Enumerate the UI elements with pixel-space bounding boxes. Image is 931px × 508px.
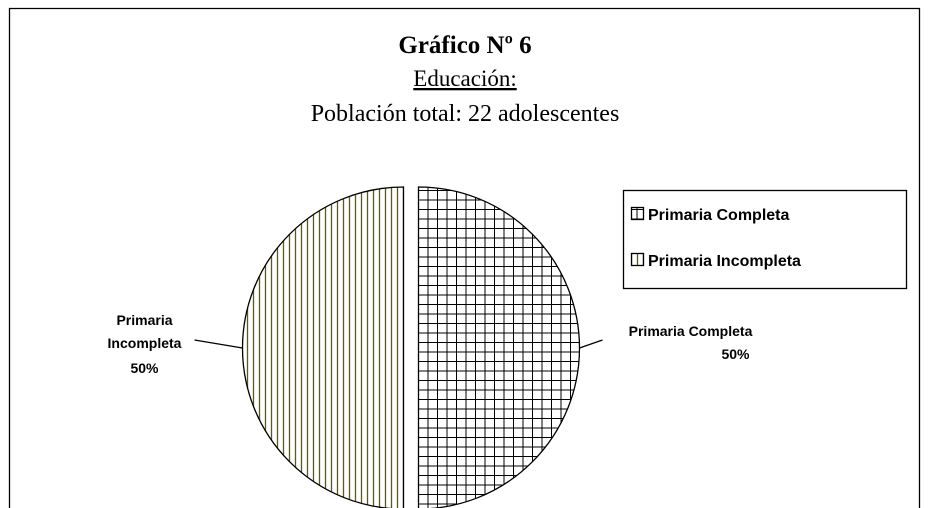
leader-line [579,339,603,349]
leader-line [194,339,243,349]
data-label: 50% [721,346,750,362]
legend-swatch [630,252,645,267]
data-label: Primaria Incompleta [107,312,182,351]
legend-label: Primaria Incompleta [648,253,801,270]
chart-subtitle: Educación: [413,66,516,91]
pie-slice [417,186,581,508]
data-label: 50% [130,360,159,376]
legend-label: Primaria Completa [648,207,789,224]
chart-subtitle: Población total: 22 adolescentes [311,101,620,127]
chart-title: Gráfico Nº 6 [398,32,531,59]
data-label: Primaria Completa [628,323,753,339]
legend-swatch [630,206,645,221]
pie-slice [241,186,405,508]
frame [8,7,921,508]
legend [622,189,908,290]
